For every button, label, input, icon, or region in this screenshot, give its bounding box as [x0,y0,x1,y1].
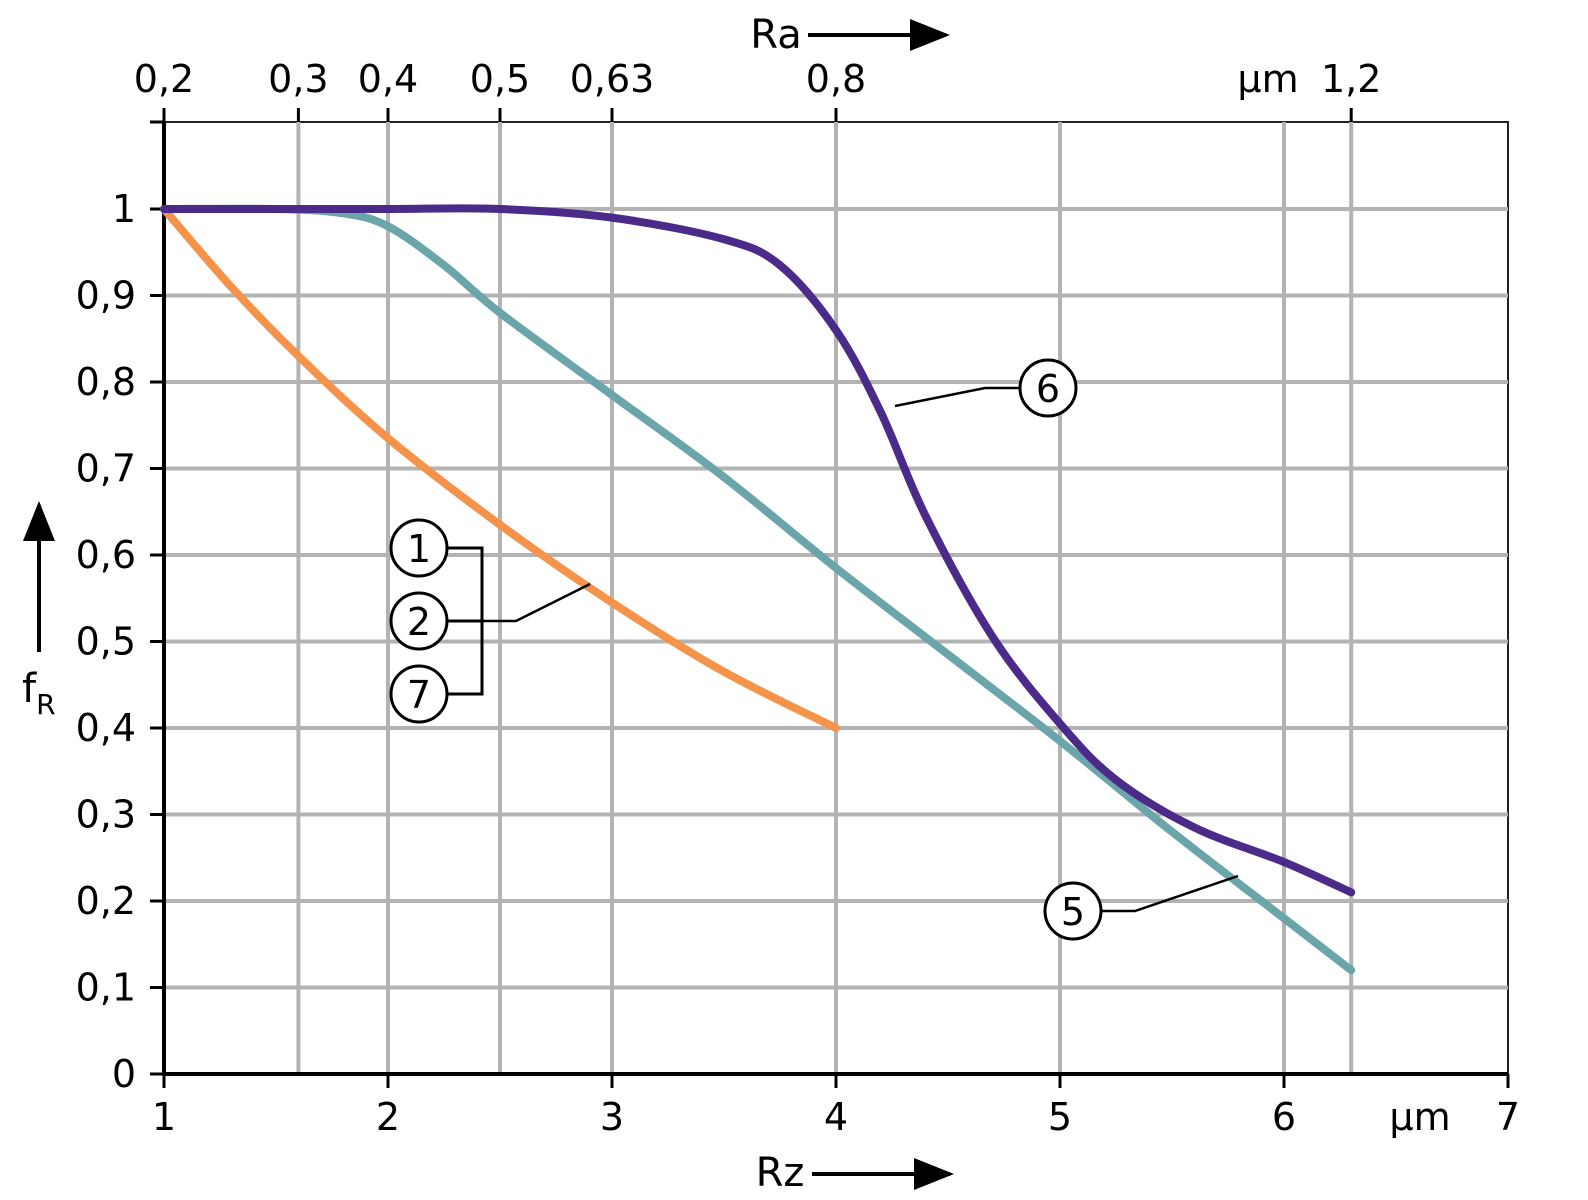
grid [163,121,1509,1075]
y-tick-label: 0,5 [76,620,136,664]
callout-5-label: 5 [1061,890,1085,934]
top-tick-label: 0,5 [470,57,530,101]
y-tick-label: 0,2 [76,879,136,923]
series-lines [160,204,1356,975]
top-tick-label: 1,2 [1321,57,1381,101]
leader-orange [482,582,591,623]
x-tick-label: 3 [600,1095,624,1139]
axis-labels: 0 0,1 0,2 0,3 0,4 0,5 0,6 0,7 0,8 0,9 1 1 2 3 4 5 6 7 µm 0,… [22,12,1520,1196]
series-line-orange [160,205,840,732]
top-tick-label: 0,63 [570,57,655,101]
series-line-teal [160,204,1356,975]
top-tick-label: 0,3 [268,57,328,101]
x-tick-label: 4 [824,1095,848,1139]
top-tick-label: 0,4 [358,57,418,101]
x-tick-label: 6 [1272,1095,1296,1139]
callout-6-label: 6 [1036,367,1060,411]
top-axis-title: Ra [750,12,801,58]
y-tick-label: 1 [112,187,136,231]
series-line-purple [160,204,1356,897]
y-tick-label: 0,1 [76,966,136,1010]
y-tick-label: 0,3 [76,793,136,837]
top-unit-label: µm [1237,57,1298,101]
leader-purple [894,386,1020,408]
x-tick-label: 5 [1048,1095,1072,1139]
top-tick-label: 0,8 [806,57,866,101]
y-tick-label: 0,8 [76,360,136,404]
y-tick-label: 0,6 [76,533,136,577]
callout-1-label: 1 [407,527,431,571]
x-axis-title: Rz [756,1150,805,1196]
callout-7-label: 7 [407,673,431,717]
y-tick-label: 0,9 [76,274,136,318]
x-unit-label: µm [1389,1095,1450,1139]
axes [22,19,1510,1190]
top-tick-label: 0,2 [134,57,194,101]
leader-teal [1101,874,1239,913]
x-tick-label: 2 [376,1095,400,1139]
y-tick-label: 0,4 [76,706,136,750]
x-tick-label: 7 [1496,1095,1520,1139]
y-axis-title: fR [22,666,56,721]
y-tick-label: 0,7 [76,447,136,491]
y-axis-title-sub: R [36,688,55,721]
y-tick-label: 0 [112,1052,136,1096]
x-tick-label: 1 [152,1095,176,1139]
callouts: 1 2 7 6 5 [389,358,1239,941]
callout-2-label: 2 [407,600,431,644]
